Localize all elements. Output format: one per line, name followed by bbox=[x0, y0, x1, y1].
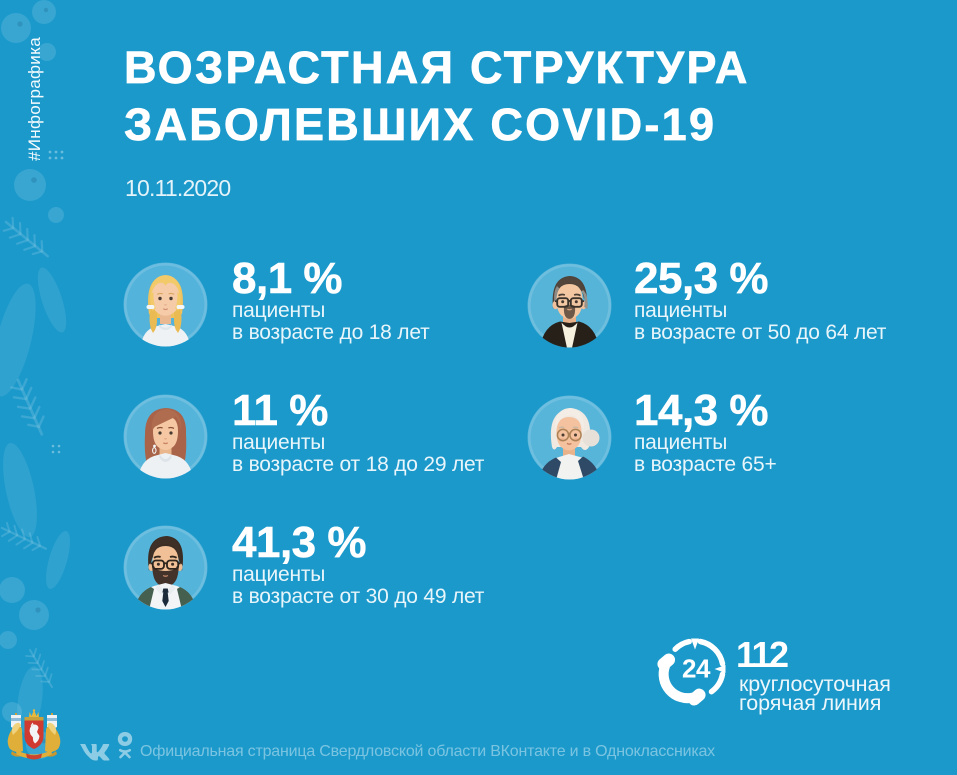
svg-text:24: 24 bbox=[682, 654, 711, 684]
